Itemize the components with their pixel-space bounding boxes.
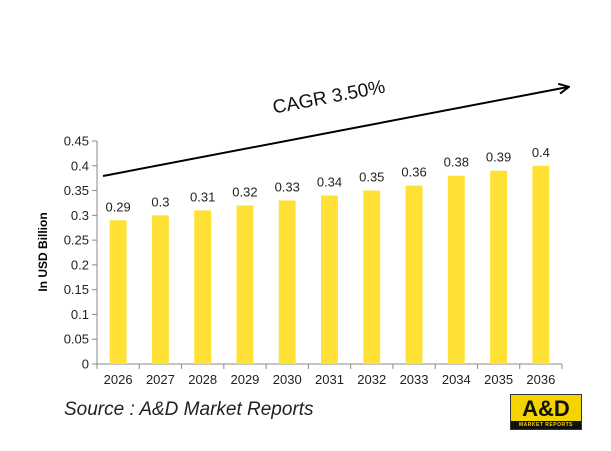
- data-label: 0.35: [359, 170, 384, 185]
- y-tick-label: 0.4: [71, 158, 89, 173]
- bar: [278, 200, 296, 364]
- x-tick-label: 2027: [146, 372, 175, 387]
- x-tick-label: 2026: [104, 372, 133, 387]
- y-tick-label: 0: [82, 357, 89, 372]
- x-tick-label: 2028: [188, 372, 217, 387]
- y-tick-label: 0.05: [64, 332, 89, 347]
- x-tick-label: 2033: [400, 372, 429, 387]
- y-tick-label: 0.25: [64, 233, 89, 248]
- data-label: 0.31: [190, 189, 215, 204]
- bar: [405, 185, 423, 364]
- x-tick-label: 2031: [315, 372, 344, 387]
- x-tick-label: 2034: [442, 372, 471, 387]
- data-label: 0.29: [105, 199, 130, 214]
- x-tick-label: 2029: [230, 372, 259, 387]
- x-axis: 2026 2027 2028 2029 2030 2031 2032 2033 2034 2035…: [96, 363, 563, 387]
- y-axis-title: In USD Billion: [36, 212, 50, 291]
- x-tick-label: 2036: [526, 372, 555, 387]
- y-axis: 0 0.05 0.1 0.15 0.2 0.25 0.3 0.35 0.4 0.45: [64, 134, 98, 372]
- data-label: 0.32: [232, 184, 257, 199]
- data-label: 0.39: [486, 150, 511, 165]
- bar: [490, 170, 508, 364]
- y-tick-label: 0.2: [71, 257, 89, 272]
- bar: [194, 210, 212, 364]
- data-label: 0.36: [401, 165, 426, 180]
- data-label: 0.3: [151, 194, 169, 209]
- data-label: 0.34: [317, 175, 342, 190]
- y-tick-label: 0.15: [64, 282, 89, 297]
- bar: [321, 195, 338, 364]
- x-tick-label: 2035: [484, 372, 513, 387]
- y-tick-label: 0.35: [64, 183, 89, 198]
- x-tick-label: 2030: [273, 372, 302, 387]
- logo-subtext: MARKET REPORTS: [511, 421, 581, 429]
- y-tick-label: 0.3: [71, 208, 89, 223]
- bar: [236, 205, 254, 364]
- data-label: 0.33: [275, 179, 300, 194]
- x-tick-label: 2032: [357, 372, 386, 387]
- y-tick-label: 0.45: [64, 134, 89, 149]
- brand-logo: A&D MARKET REPORTS: [510, 394, 582, 430]
- bars: [109, 165, 550, 364]
- bar: [363, 190, 381, 364]
- cagr-annotation: CAGR 3.50%: [271, 77, 387, 119]
- logo-text: A&D: [522, 396, 570, 421]
- source-note: Source : A&D Market Reports: [64, 399, 314, 420]
- bar: [447, 175, 465, 364]
- cagr-arrow: [102, 87, 568, 177]
- bar: [151, 215, 169, 364]
- data-label: 0.38: [444, 155, 469, 170]
- bar: [532, 165, 550, 364]
- y-tick-label: 0.1: [71, 307, 89, 322]
- data-labels: 0.29 0.3 0.31 0.32 0.33 0.34 0.35 0.36 0.38 0.39 0…: [105, 145, 549, 215]
- data-label: 0.4: [532, 145, 550, 160]
- bar: [109, 220, 127, 364]
